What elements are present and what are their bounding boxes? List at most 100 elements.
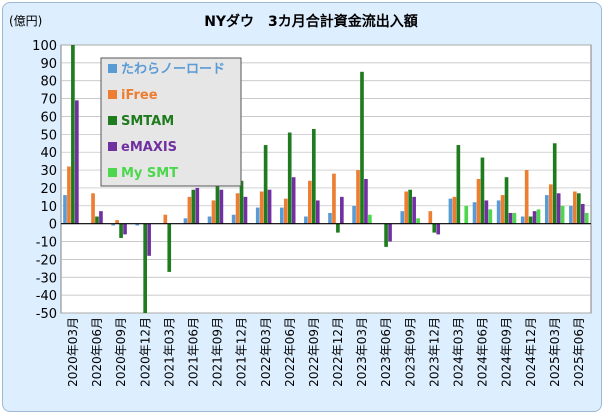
legend-swatch	[108, 90, 117, 99]
bar	[484, 200, 489, 224]
bar	[187, 196, 192, 224]
bar	[119, 223, 123, 238]
bar	[255, 207, 260, 224]
bar	[556, 193, 561, 224]
bar	[336, 223, 340, 233]
bar	[340, 196, 344, 224]
chart-title: NYダウ 3カ月合計資金流出入額	[204, 13, 418, 30]
bar	[488, 209, 493, 224]
legend: たわらノーロード iFree SMTAM eMAXIS My SMT	[100, 57, 242, 187]
bar	[75, 100, 79, 224]
bar	[464, 205, 469, 224]
bar	[91, 193, 95, 224]
grid-lines	[61, 44, 591, 314]
bar	[243, 196, 248, 224]
x-tick-label: 2023年03月	[355, 317, 369, 387]
bar	[364, 179, 368, 224]
y-tick-label: 50	[40, 128, 57, 143]
y-tick-label: 90	[40, 57, 57, 72]
legend-label: My SMT	[121, 166, 178, 181]
x-tick-label: 2024年12月	[524, 317, 538, 387]
bar	[311, 128, 316, 224]
bar	[432, 223, 437, 233]
bar	[532, 211, 537, 224]
bar	[548, 184, 553, 224]
bar	[263, 145, 268, 224]
bar	[428, 211, 433, 224]
bar	[456, 145, 461, 224]
bar	[163, 214, 168, 224]
x-tick-label: 2022年12月	[331, 317, 345, 387]
y-tick-label: 60	[40, 110, 57, 125]
y-tick-label: -10	[36, 236, 57, 251]
bar	[115, 220, 119, 224]
bar	[472, 202, 477, 224]
bar	[500, 195, 505, 224]
y-tick-label: 0	[49, 218, 57, 233]
bar	[560, 205, 565, 224]
x-tick-label: 2023年12月	[427, 317, 441, 387]
bar	[235, 193, 240, 224]
x-tick-label: 2020年12月	[138, 317, 152, 387]
x-tick-label: 2024年06月	[476, 317, 490, 387]
bar-chart: NYダウ 3カ月合計資金流出入額 (億円) 100908070605040302…	[9, 13, 592, 387]
bars	[63, 45, 589, 313]
legend-swatch	[108, 168, 117, 177]
bar	[584, 212, 589, 224]
x-tick-label: 2022年09月	[307, 317, 321, 387]
bar	[508, 212, 513, 224]
bar	[580, 204, 585, 224]
bar	[436, 223, 441, 235]
bar	[352, 205, 356, 224]
legend-label: SMTAM	[121, 114, 174, 129]
bar	[416, 218, 420, 224]
bar	[520, 216, 525, 224]
bar	[67, 166, 71, 224]
bar	[452, 196, 457, 224]
bar	[111, 223, 116, 226]
legend-label: たわらノーロード	[121, 62, 225, 77]
bar	[219, 189, 224, 224]
x-tick-label: 2024年03月	[452, 317, 466, 387]
bar	[332, 173, 336, 224]
legend-label: iFree	[121, 88, 158, 103]
bar	[308, 180, 312, 224]
bar	[448, 198, 453, 224]
x-tick-label: 2021年09月	[211, 317, 225, 387]
x-tick-label: 2022年03月	[259, 317, 273, 387]
x-tick-label: 2020年03月	[66, 317, 80, 387]
bar	[143, 223, 147, 313]
bar	[400, 211, 405, 224]
x-tick-label: 2024年09月	[500, 317, 514, 387]
legend-swatch	[108, 142, 117, 151]
y-tick-label: 20	[40, 182, 57, 197]
bar	[408, 189, 412, 224]
bar	[239, 180, 244, 224]
x-tick-label: 2021年03月	[162, 317, 176, 387]
y-tick-label: -40	[36, 289, 57, 304]
bar	[356, 170, 360, 224]
bar	[480, 157, 485, 224]
x-tick-label: 2025年03月	[548, 317, 562, 387]
x-tick-label: 2021年12月	[235, 317, 249, 387]
bar	[524, 170, 529, 224]
bar	[576, 193, 581, 224]
y-tick-label: -20	[36, 253, 57, 268]
bar	[360, 71, 364, 224]
bar	[384, 223, 388, 247]
bar	[291, 177, 296, 224]
y-axis-unit: (億円)	[9, 14, 42, 28]
bar	[404, 191, 409, 224]
x-tick-label: 2025年06月	[572, 317, 586, 387]
x-tick-label: 2020年09月	[114, 317, 128, 387]
y-tick-label: 100	[32, 39, 57, 54]
x-tick-label: 2023年09月	[403, 317, 417, 387]
bar	[211, 200, 216, 224]
bar	[496, 200, 501, 224]
bar	[99, 211, 103, 224]
bar	[388, 223, 392, 242]
bar	[287, 132, 292, 224]
bar	[304, 216, 308, 224]
bar	[71, 45, 75, 224]
y-tick-label: 80	[40, 75, 57, 90]
